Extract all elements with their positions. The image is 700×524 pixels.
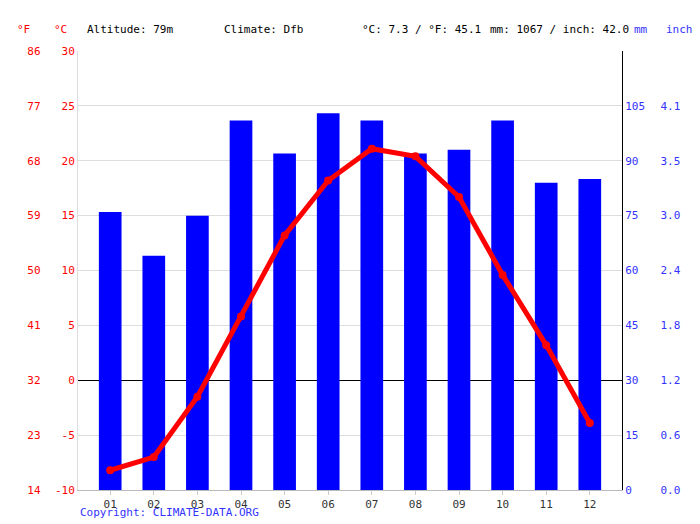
svg-text:0.0: 0.0 (660, 484, 680, 497)
svg-text:°F: °F (17, 23, 30, 36)
svg-text:mm: mm (634, 23, 648, 36)
svg-text:2.4: 2.4 (660, 264, 680, 277)
svg-text:12: 12 (583, 498, 596, 511)
svg-text:32: 32 (27, 374, 40, 387)
svg-text:3.5: 3.5 (660, 155, 680, 168)
svg-text:20: 20 (62, 155, 75, 168)
svg-text:11: 11 (540, 498, 553, 511)
svg-text:68: 68 (27, 155, 40, 168)
svg-text:Climate: Dfb: Climate: Dfb (224, 23, 303, 36)
svg-text:60: 60 (625, 264, 638, 277)
svg-text:59: 59 (27, 209, 40, 222)
svg-text:15: 15 (62, 209, 75, 222)
svg-text:05: 05 (278, 498, 291, 511)
svg-text:Altitude: 79m: Altitude: 79m (87, 23, 173, 36)
svg-text:1.2: 1.2 (660, 374, 680, 387)
svg-text:07: 07 (365, 498, 378, 511)
svg-text:-5: -5 (62, 429, 75, 442)
svg-text:41: 41 (27, 319, 40, 332)
svg-text:10: 10 (62, 264, 75, 277)
svg-text:0.6: 0.6 (660, 429, 680, 442)
svg-text:30: 30 (62, 45, 75, 58)
svg-text:15: 15 (625, 429, 638, 442)
svg-text:5: 5 (68, 319, 75, 332)
svg-text:°C: °C (54, 23, 67, 36)
svg-text:09: 09 (452, 498, 465, 511)
svg-text:75: 75 (625, 209, 638, 222)
svg-text:inch: inch (666, 23, 693, 36)
svg-text:77: 77 (27, 100, 40, 113)
svg-text:86: 86 (27, 45, 40, 58)
svg-text:23: 23 (27, 429, 40, 442)
svg-text:Copyright: CLIMATE-DATA.ORG: Copyright: CLIMATE-DATA.ORG (80, 506, 259, 519)
svg-text:25: 25 (62, 100, 75, 113)
svg-text:30: 30 (625, 374, 638, 387)
svg-text:08: 08 (409, 498, 422, 511)
svg-text:03: 03 (191, 498, 204, 511)
svg-text:01: 01 (104, 498, 117, 511)
svg-text:45: 45 (625, 319, 638, 332)
svg-text:0: 0 (68, 374, 75, 387)
svg-text:14: 14 (27, 484, 41, 497)
svg-text:06: 06 (322, 498, 335, 511)
svg-text:0: 0 (625, 484, 632, 497)
svg-text:°C: 7.3 / °F: 45.1: °C: 7.3 / °F: 45.1 (362, 23, 481, 36)
svg-text:3.0: 3.0 (660, 209, 680, 222)
svg-text:mm: 1067 / inch: 42.0: mm: 1067 / inch: 42.0 (490, 23, 629, 36)
svg-text:90: 90 (625, 155, 638, 168)
svg-text:4.1: 4.1 (660, 100, 680, 113)
svg-text:1.8: 1.8 (660, 319, 680, 332)
svg-text:-10: -10 (55, 484, 75, 497)
svg-text:02: 02 (147, 498, 160, 511)
svg-text:04: 04 (234, 498, 248, 511)
svg-text:10: 10 (496, 498, 509, 511)
svg-text:105: 105 (625, 100, 645, 113)
svg-text:50: 50 (27, 264, 40, 277)
